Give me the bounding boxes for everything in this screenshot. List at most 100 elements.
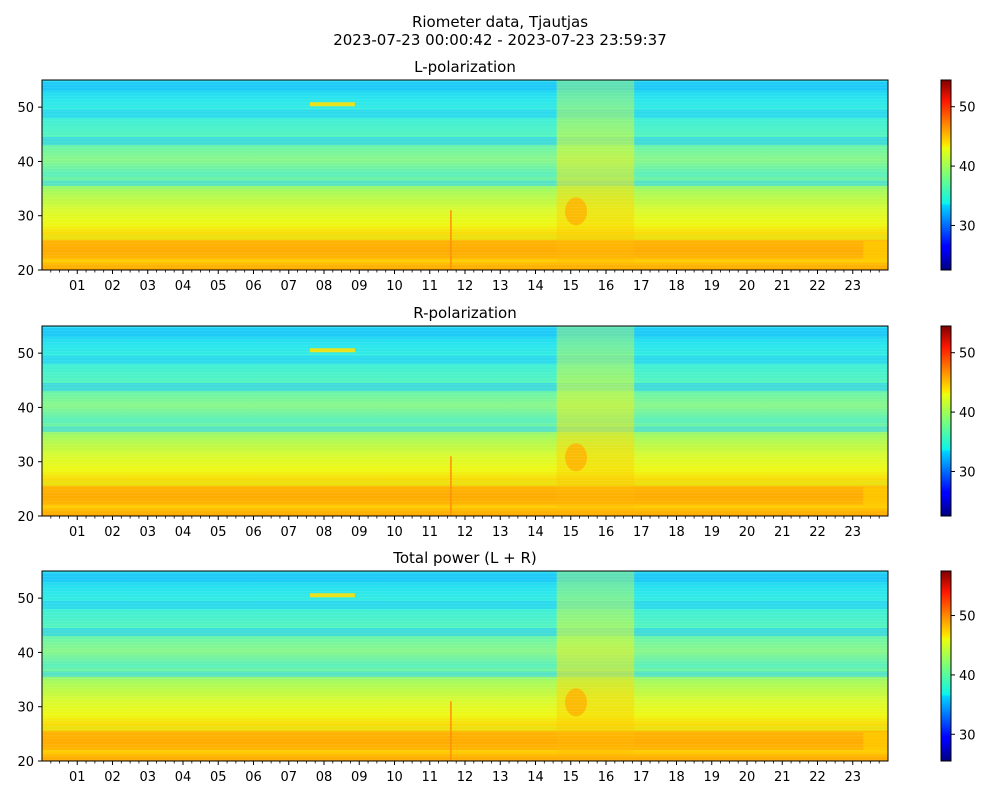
x-tick-label: 08 [316, 770, 333, 785]
x-tick-label: 06 [245, 279, 262, 294]
x-tick-label: 19 [703, 279, 720, 294]
x-tick-label: 03 [139, 525, 156, 540]
x-tick-label: 01 [69, 279, 86, 294]
x-tick-label: 05 [210, 279, 227, 294]
x-tick-label: 15 [562, 770, 579, 785]
band [863, 487, 888, 506]
panel-title: L-polarization [414, 58, 516, 76]
y-tick-label: 30 [17, 701, 34, 716]
x-tick-label: 10 [386, 770, 403, 785]
figure-title-line1: Riometer data, Tjautjas [412, 13, 588, 31]
x-tick-label: 16 [598, 770, 615, 785]
texture [42, 326, 888, 516]
y-tick-label: 20 [17, 755, 34, 770]
x-tick-label: 04 [175, 770, 192, 785]
x-tick-label: 11 [421, 279, 438, 294]
x-tick-label: 14 [527, 525, 544, 540]
y-tick-label: 30 [17, 210, 34, 225]
x-tick-label: 13 [492, 279, 509, 294]
x-tick-label: 09 [351, 525, 368, 540]
colorbar-tick-label: 40 [959, 406, 976, 421]
colorbar [940, 325, 952, 517]
y-tick-label: 50 [17, 592, 34, 607]
y-tick-label: 40 [17, 401, 34, 416]
x-tick-label: 09 [351, 279, 368, 294]
x-tick-label: 22 [809, 525, 826, 540]
x-tick-label: 08 [316, 279, 333, 294]
x-tick-label: 04 [175, 279, 192, 294]
y-tick-label: 40 [17, 646, 34, 661]
panel-title: Total power (L + R) [392, 549, 537, 567]
x-tick-label: 11 [421, 525, 438, 540]
y-tick-label: 40 [17, 155, 34, 170]
x-tick-label: 16 [598, 525, 615, 540]
x-tick-label: 13 [492, 525, 509, 540]
x-tick-label: 15 [562, 525, 579, 540]
x-tick-label: 16 [598, 279, 615, 294]
x-tick-label: 18 [668, 525, 685, 540]
x-tick-label: 11 [421, 770, 438, 785]
x-tick-label: 17 [633, 770, 650, 785]
x-tick-label: 18 [668, 279, 685, 294]
x-tick-label: 05 [210, 770, 227, 785]
x-tick-label: 02 [104, 525, 121, 540]
colorbar-tick-label: 30 [959, 219, 976, 234]
x-tick-label: 12 [457, 525, 474, 540]
x-tick-label: 08 [316, 525, 333, 540]
y-tick-label: 50 [17, 347, 34, 362]
x-tick-label: 12 [457, 770, 474, 785]
spectrogram-panels: L-polarization 20 30 40 50 01 02 03 04 05 06 07 08 09… [17, 58, 975, 785]
x-tick-label: 13 [492, 770, 509, 785]
x-tick-label: 17 [633, 525, 650, 540]
x-tick-label: 03 [139, 770, 156, 785]
y-tick-label: 30 [17, 456, 34, 471]
x-tick-label: 21 [774, 770, 791, 785]
y-tick-label: 20 [17, 264, 34, 279]
x-tick-label: 14 [527, 770, 544, 785]
x-tick-label: 06 [245, 525, 262, 540]
band [863, 732, 888, 751]
x-tick-label: 19 [703, 525, 720, 540]
y-tick-label: 20 [17, 510, 34, 525]
x-tick-label: 12 [457, 279, 474, 294]
colorbar-tick-label: 30 [959, 465, 976, 480]
figure-title-line2: 2023-07-23 00:00:42 - 2023-07-23 23:59:3… [333, 31, 667, 49]
x-tick-label: 22 [809, 279, 826, 294]
colorbar-tick-label: 40 [959, 160, 976, 175]
band [863, 241, 888, 260]
colorbar [940, 570, 952, 762]
x-tick-label: 02 [104, 279, 121, 294]
texture [42, 571, 888, 761]
panel-2: R-polarization 20 30 40 50 01 02 03 04 05 06 07 08 09… [17, 304, 975, 540]
texture [42, 80, 888, 270]
x-tick-label: 01 [69, 770, 86, 785]
y-tick-label: 50 [17, 101, 34, 116]
x-tick-label: 20 [739, 279, 756, 294]
colorbar-tick-label: 30 [959, 728, 976, 743]
x-tick-label: 04 [175, 525, 192, 540]
x-tick-label: 21 [774, 279, 791, 294]
x-tick-label: 05 [210, 525, 227, 540]
colorbar-tick-label: 50 [959, 347, 976, 362]
x-tick-label: 20 [739, 525, 756, 540]
x-tick-label: 03 [139, 279, 156, 294]
x-tick-label: 01 [69, 525, 86, 540]
x-tick-label: 23 [844, 770, 861, 785]
x-tick-label: 07 [280, 525, 297, 540]
x-tick-label: 10 [386, 525, 403, 540]
x-tick-label: 19 [703, 770, 720, 785]
x-tick-label: 07 [280, 770, 297, 785]
x-tick-label: 23 [844, 279, 861, 294]
colorbar-tick-label: 50 [959, 101, 976, 116]
panel-3: Total power (L + R) 20 30 40 50 01 02 03 04 05 06 0… [17, 549, 975, 785]
x-tick-label: 09 [351, 770, 368, 785]
colorbar-tick-label: 40 [959, 669, 976, 684]
x-tick-label: 21 [774, 525, 791, 540]
x-tick-label: 02 [104, 770, 121, 785]
x-tick-label: 20 [739, 770, 756, 785]
x-tick-label: 15 [562, 279, 579, 294]
x-tick-label: 18 [668, 770, 685, 785]
x-tick-label: 22 [809, 770, 826, 785]
panel-title: R-polarization [413, 304, 516, 322]
